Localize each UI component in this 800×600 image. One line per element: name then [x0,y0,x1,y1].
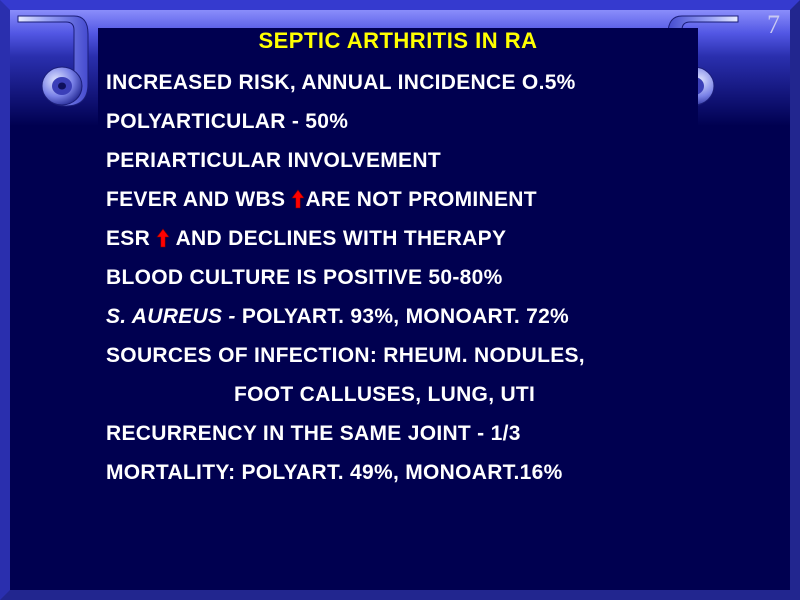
bullet-line: MORTALITY: POLYART. 49%, MONOART.16% [106,462,690,483]
text-segment-italic: S. AUREUS - [106,305,242,328]
text-segment: FEVER AND WBS [106,188,291,211]
scroll-decoration-left [12,12,90,112]
bullet-line: S. AUREUS - POLYART. 93%, MONOART. 72% [106,306,690,327]
text-segment: AND DECLINES WITH THERAPY [170,227,506,250]
bullet-line: INCREASED RISK, ANNUAL INCIDENCE O.5% [106,72,690,93]
scroll-icon [12,12,90,112]
bullet-line: BLOOD CULTURE IS POSITIVE 50-80% [106,267,690,288]
up-arrow-icon [156,228,170,248]
text-segment: POLYART. 93%, MONOART. 72% [242,305,569,328]
bullet-line: PERIARTICULAR INVOLVEMENT [106,150,690,171]
bullet-line: FEVER AND WBS ARE NOT PROMINENT [106,189,690,210]
up-arrow-icon [291,189,305,209]
bullet-line-indented: FOOT CALLUSES, LUNG, UTI [106,384,690,405]
text-segment: ESR [106,227,150,250]
slide-number: 7 [767,10,780,40]
text-segment: ARE NOT PROMINENT [305,188,536,211]
bullet-line: SOURCES OF INFECTION: RHEUM. NODULES, [106,345,690,366]
bullet-line: POLYARTICULAR - 50% [106,111,690,132]
bullet-line: ESR AND DECLINES WITH THERAPY [106,228,690,249]
bullet-line: RECURRENCY IN THE SAME JOINT - 1/3 [106,423,690,444]
slide-title: SEPTIC ARTHRITIS IN RA [106,28,690,54]
slide-content: SEPTIC ARTHRITIS IN RA INCREASED RISK, A… [98,28,698,586]
